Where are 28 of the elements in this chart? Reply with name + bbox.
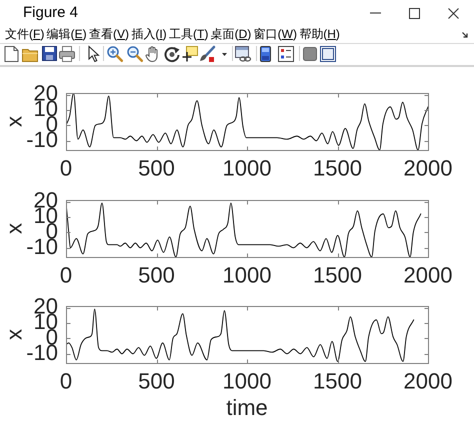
x-tick-label: 1000 [222, 368, 272, 394]
x-tick-label: 500 [138, 262, 175, 288]
line-series [66, 93, 428, 150]
line-series [66, 308, 414, 362]
x-tick-label: 2000 [404, 155, 452, 180]
text: 窗口(W) [254, 26, 297, 42]
text: 帮助(H) [299, 26, 340, 42]
x-tick-label: 1500 [313, 368, 362, 394]
caption: Figure 4 [23, 4, 78, 22]
text: 插入(I) [131, 26, 167, 42]
text: 查看(V) [88, 26, 129, 42]
x-tick-label: 500 [138, 368, 175, 394]
y-axis-title: x [1, 116, 26, 127]
x-axis-title: time [226, 394, 268, 420]
y-axis-title: x [1, 223, 26, 234]
text: 桌面(D) [210, 26, 252, 42]
x-tick-label: 1000 [222, 155, 272, 180]
x-tick-label: 1000 [222, 262, 272, 288]
x-tick-label: 2000 [404, 262, 452, 288]
text: 文件(F) [5, 26, 44, 42]
x-tick-label: 500 [138, 155, 175, 180]
line-series [66, 201, 422, 257]
x-tick-label: 2000 [404, 368, 452, 394]
text: 编辑(E) [46, 26, 87, 42]
y-axis-title: x [1, 329, 26, 340]
x-tick-label: 1500 [313, 262, 362, 288]
x-tick-label: 1500 [313, 155, 362, 180]
text: 工具(T) [168, 26, 208, 42]
